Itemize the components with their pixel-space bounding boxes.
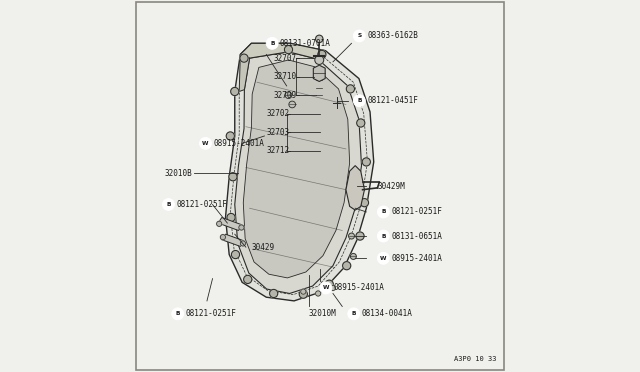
Text: 32709: 32709: [274, 91, 297, 100]
Circle shape: [229, 173, 237, 181]
Circle shape: [356, 119, 365, 127]
Text: 32010M: 32010M: [309, 310, 337, 318]
Circle shape: [353, 30, 365, 42]
Text: 30429M: 30429M: [378, 182, 405, 190]
Polygon shape: [225, 43, 374, 301]
Circle shape: [220, 235, 225, 240]
Text: 08134-0041A: 08134-0041A: [362, 310, 412, 318]
Circle shape: [378, 230, 389, 242]
Circle shape: [172, 308, 184, 320]
Text: 32703: 32703: [266, 128, 289, 137]
Circle shape: [378, 206, 389, 218]
Text: 08121-0251F: 08121-0251F: [391, 208, 442, 217]
Text: B: B: [381, 234, 385, 238]
Circle shape: [318, 50, 326, 58]
Circle shape: [200, 137, 211, 149]
Circle shape: [230, 87, 239, 96]
Polygon shape: [222, 234, 244, 246]
Text: 08131-0651A: 08131-0651A: [391, 231, 442, 241]
Circle shape: [244, 275, 252, 283]
Circle shape: [239, 225, 244, 230]
Polygon shape: [240, 43, 326, 59]
Text: B: B: [351, 311, 356, 316]
Circle shape: [342, 262, 351, 270]
Circle shape: [240, 241, 246, 246]
Text: 08915-2401A: 08915-2401A: [213, 139, 264, 148]
Text: 32712: 32712: [266, 146, 289, 155]
Text: 32710: 32710: [274, 72, 297, 81]
Text: 08121-0251F: 08121-0251F: [186, 310, 236, 318]
Circle shape: [360, 199, 369, 207]
Circle shape: [284, 45, 292, 54]
Text: 08915-2401A: 08915-2401A: [333, 283, 385, 292]
Circle shape: [266, 37, 278, 49]
Circle shape: [348, 308, 360, 320]
Text: 32702: 32702: [266, 109, 289, 118]
Circle shape: [315, 55, 324, 64]
Circle shape: [289, 101, 296, 108]
Text: 08915-2401A: 08915-2401A: [391, 254, 442, 263]
Polygon shape: [239, 54, 250, 92]
Text: B: B: [270, 41, 275, 46]
Circle shape: [356, 232, 364, 240]
Polygon shape: [346, 166, 364, 210]
Text: B: B: [381, 209, 385, 214]
Text: 08121-0451F: 08121-0451F: [367, 96, 418, 105]
Circle shape: [350, 253, 356, 259]
Circle shape: [285, 92, 292, 99]
Text: 30429: 30429: [252, 243, 275, 251]
Text: W: W: [380, 256, 387, 261]
Circle shape: [226, 132, 234, 140]
Text: W: W: [323, 285, 329, 291]
Text: 32010B: 32010B: [164, 169, 192, 177]
Text: A3P0 10 33: A3P0 10 33: [454, 356, 496, 362]
Circle shape: [300, 290, 307, 298]
Text: 08363-6162B: 08363-6162B: [367, 31, 418, 41]
Text: S: S: [357, 33, 362, 38]
Circle shape: [316, 291, 321, 296]
Circle shape: [330, 285, 335, 291]
Circle shape: [269, 289, 278, 298]
Polygon shape: [235, 52, 362, 294]
Circle shape: [240, 54, 248, 62]
Polygon shape: [218, 218, 242, 231]
Circle shape: [362, 158, 371, 166]
Polygon shape: [314, 65, 325, 81]
Circle shape: [346, 85, 355, 93]
Circle shape: [232, 250, 239, 259]
Text: B: B: [175, 311, 180, 316]
Circle shape: [349, 233, 355, 239]
Circle shape: [301, 289, 306, 294]
Circle shape: [216, 221, 222, 227]
Circle shape: [227, 214, 235, 222]
Circle shape: [320, 282, 332, 294]
Polygon shape: [243, 60, 349, 278]
Circle shape: [378, 252, 389, 264]
Text: 32707: 32707: [274, 54, 297, 62]
Circle shape: [163, 199, 174, 211]
Text: B: B: [357, 98, 362, 103]
Circle shape: [316, 35, 323, 42]
Text: 08131-0701A: 08131-0701A: [280, 39, 331, 48]
Text: B: B: [166, 202, 171, 207]
Circle shape: [325, 280, 333, 288]
Text: W: W: [202, 141, 209, 146]
Circle shape: [353, 95, 365, 107]
Text: 08121-0251F: 08121-0251F: [176, 200, 227, 209]
